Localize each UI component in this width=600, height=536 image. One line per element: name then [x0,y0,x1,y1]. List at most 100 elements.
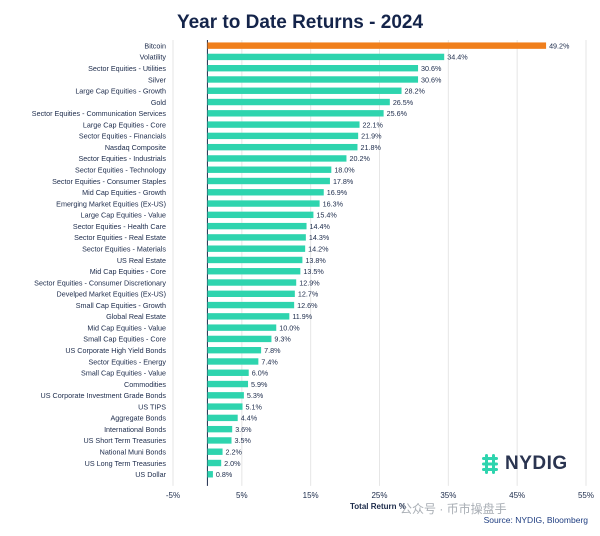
x-tick-label: 25% [371,491,387,500]
bar [207,268,301,275]
value-label: 21.9% [361,132,382,141]
value-label: 14.3% [309,233,330,242]
value-label: 9.3% [274,335,291,344]
bar [207,459,222,467]
bar [207,358,259,365]
value-label: 34.4% [447,53,468,62]
value-label: 21.8% [360,143,381,152]
bar [207,143,358,151]
bar [207,437,232,444]
category-label: US Corporate Investment Grade Bonds [41,391,167,400]
category-label: Large Cap Equities - Value [81,211,166,220]
bar [207,155,347,162]
bar [207,234,306,241]
nydig-hash-logo-icon [482,454,498,474]
bar [207,222,307,230]
category-label: Small Cap Equities - Core [83,335,166,344]
category-label: Sector Equities - Health Care [73,222,166,231]
category-label: US Short Term Treasuries [83,436,166,445]
category-label: Sector Equities - Consumer Discretionary [34,278,166,287]
bar [207,279,297,286]
bar [207,414,238,422]
category-label: Bitcoin [144,41,166,50]
value-label: 49.2% [549,41,570,50]
chart-title: Year to Date Returns - 2024 [176,12,424,33]
value-label: 30.6% [421,75,442,84]
value-label: 6.0% [252,369,269,378]
category-label: Silver [148,75,167,84]
bar [207,313,290,320]
category-label: Volatility [140,53,167,62]
value-label: 7.8% [264,346,281,355]
x-tick-label: -5% [166,491,180,500]
bar [207,471,213,478]
bar [207,245,306,252]
category-label: Develped Market Equities (Ex-US) [57,290,166,299]
value-label: 16.3% [323,199,344,208]
value-label: 26.5% [393,98,414,107]
category-label: Sector Equities - Consumer Staples [52,177,166,186]
value-label: 17.8% [333,177,354,186]
category-label: Sector Equities - Communication Services [32,109,167,118]
value-label: 5.9% [251,380,268,389]
category-label: Commodities [124,380,166,389]
source-note: Source: NYDIG, Bloomberg [483,515,588,525]
category-label: Mid Cap Equities - Growth [82,188,166,197]
value-label: 10.0% [279,323,300,332]
category-label: Large Cap Equities - Core [83,120,166,129]
bar [207,256,303,264]
category-label: US Dollar [135,470,166,479]
bar [207,87,402,94]
bar [207,347,262,354]
category-label: US TIPS [138,402,166,411]
bar [207,211,314,219]
x-tick-label: 55% [578,491,594,500]
category-label: Nasdaq Composite [105,143,166,152]
x-tick-label: 45% [509,491,525,500]
category-label: US Long Term Treasuries [85,459,167,468]
category-label: Sector Equities - Energy [88,357,166,366]
category-label: Emerging Market Equities (Ex-US) [56,199,166,208]
value-label: 28.2% [405,87,426,96]
x-tick-label: 5% [236,491,248,500]
category-label: US Corporate High Yield Bonds [65,346,166,355]
value-label: 13.5% [303,267,324,276]
value-label: 20.2% [349,154,370,163]
bar [207,448,223,455]
value-label: 5.3% [247,391,264,400]
category-label: Sector Equities - Materials [82,244,166,253]
bar [207,177,330,185]
bar [207,189,324,196]
value-label: 3.5% [235,436,252,445]
category-label: Small Cap Equities - Value [81,369,166,378]
value-label: 14.4% [310,222,331,231]
bar [207,166,332,173]
bar [207,380,249,388]
bar [207,392,244,399]
bars [207,42,547,478]
logo-wordmark: NYDIG [505,453,568,474]
category-label: Aggregate Bonds [110,414,166,423]
value-label: 13.8% [305,256,326,265]
category-label: Mid Cap Equities - Core [90,267,166,276]
category-label: US Real Estate [117,256,166,265]
bar [207,53,445,61]
value-label: 4.4% [241,414,258,423]
category-label: Sector Equities - Technology [75,166,166,175]
category-label: Sector Equities - Utilities [88,64,166,73]
bar [207,403,243,410]
x-tick-label: 15% [303,491,319,500]
value-label: 22.1% [363,120,384,129]
value-label: 15.4% [316,211,337,220]
bar [207,425,233,433]
category-label: Large Cap Equities - Growth [75,87,166,96]
watermark-text: 公众号 · 币市操盘手 [400,502,507,516]
bar [207,65,419,72]
bar [207,132,359,140]
value-label: 12.6% [297,301,318,310]
category-label: Mid Cap Equities - Value [87,323,166,332]
bar [207,335,272,343]
bar [207,301,295,309]
